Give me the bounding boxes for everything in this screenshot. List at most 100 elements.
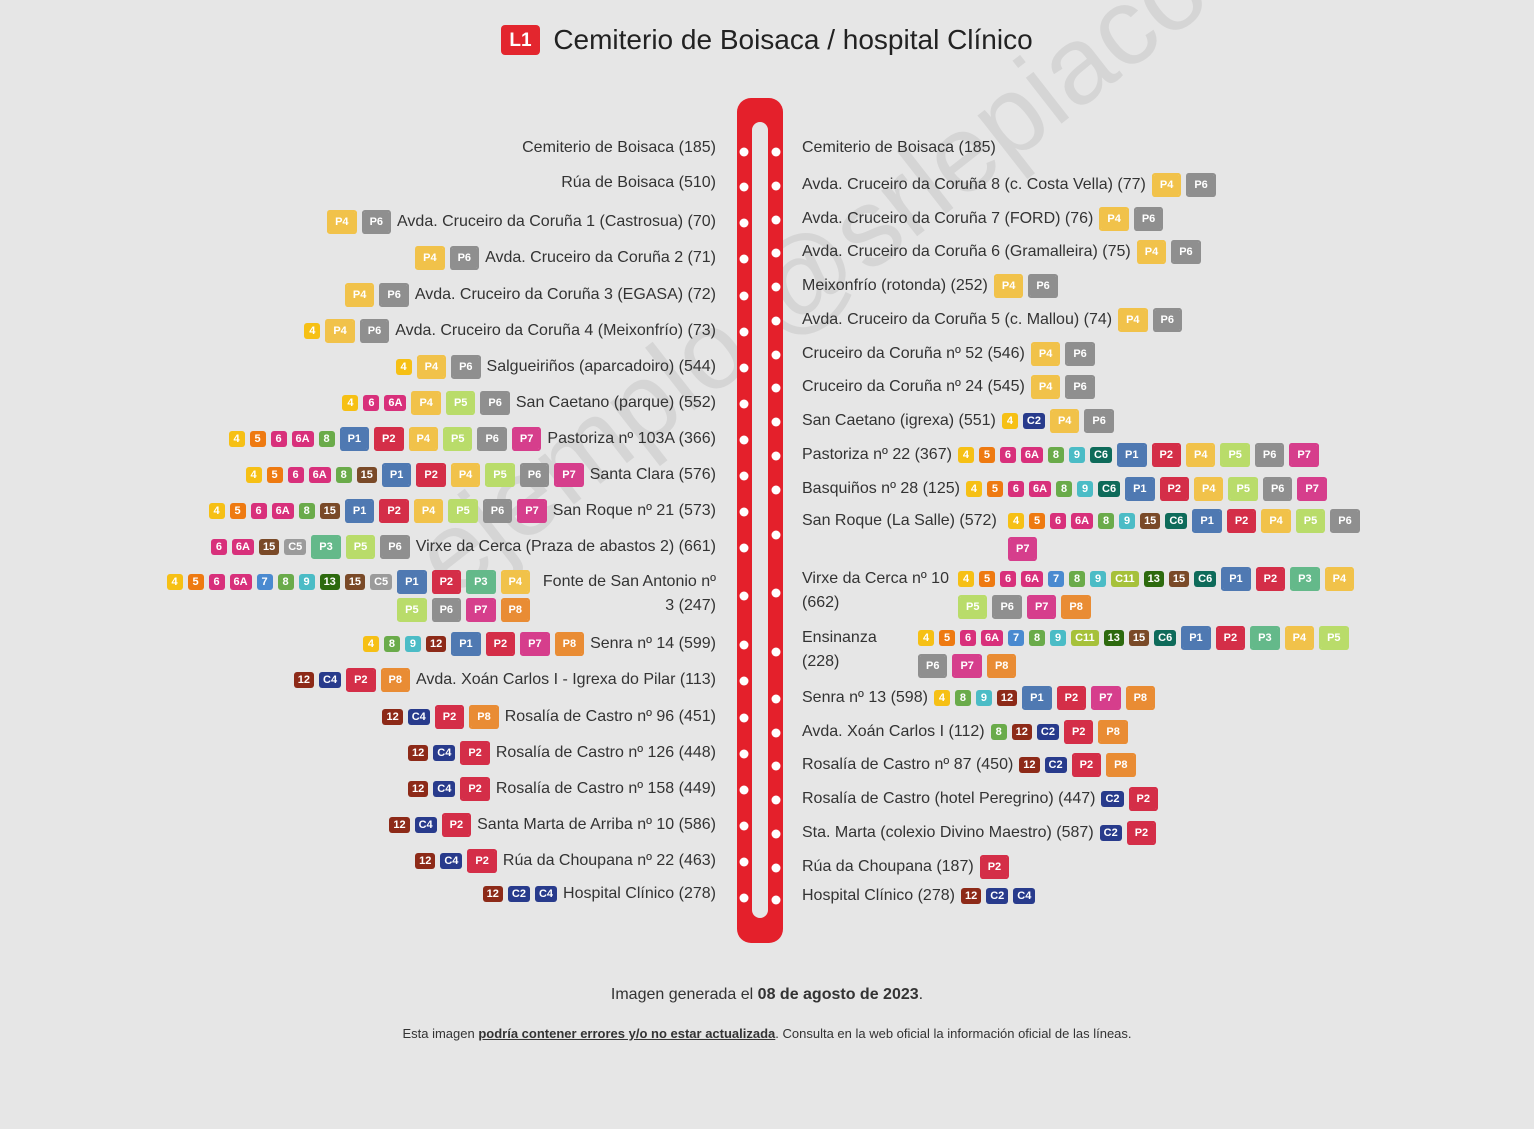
bus-line-badge-9: 9 — [298, 574, 315, 590]
bus-line-badge-15: 15 — [1168, 571, 1190, 587]
left-stop-dot — [739, 471, 749, 481]
bus-line-badge-p5: P5 — [1319, 626, 1349, 650]
bus-line-badge-8: 8 — [1056, 481, 1073, 497]
bus-line-badge-p5: P5 — [345, 535, 376, 559]
bus-line-badge-p4: P4 — [1151, 173, 1182, 197]
stop-name: Avda. Cruceiro da Coruña 1 (Castrosua) (… — [397, 213, 716, 230]
bus-line-badge-4: 4 — [245, 467, 262, 483]
bus-line-badge-6: 6 — [270, 431, 287, 447]
bus-line-badge-p6: P6 — [361, 210, 392, 234]
stop-name: Cemiterio de Boisaca (185) — [522, 139, 716, 156]
bus-line-badge-p5: P5 — [958, 595, 988, 619]
left-stop-9: 4 5 6 6A 8 15 P1 P2 P4 P5 P6 P7 Santa Clara (576) — [245, 463, 716, 487]
bus-line-badge-p1: P1 — [397, 570, 427, 594]
bus-line-badge-p8: P8 — [1106, 753, 1136, 777]
bus-line-badge-5: 5 — [939, 630, 955, 646]
bus-line-badge-p2: P2 — [460, 741, 490, 765]
page-title: L1 Cemiterio de Boisaca / hospital Clíni… — [0, 24, 1534, 56]
bus-line-badge-p2: P2 — [1126, 821, 1157, 845]
bus-line-badge-p1: P1 — [1117, 443, 1147, 467]
connection-badges: 4 5 6 6A 8 9 C6 P1 P2 P4 P5 P6 P7 — [965, 477, 1327, 501]
connection-badges: P4 P6 — [1136, 240, 1201, 264]
bus-line-badge-p5: P5 — [1228, 477, 1258, 501]
bus-line-badge-p2: P2 — [460, 777, 490, 801]
bus-line-badge-p1: P1 — [1181, 626, 1211, 650]
bus-line-badge-p6: P6 — [482, 499, 513, 523]
left-stop-2: P4 P6 Avda. Cruceiro da Coruña 1 (Castrosu… — [327, 210, 716, 234]
connection-badges: 12 C4 P2 P8 — [293, 668, 410, 692]
connection-badges: 12 C2 C4 — [960, 888, 1036, 904]
bus-line-badge-c4: C4 — [1013, 888, 1036, 904]
stop-name: Rosalía de Castro nº 87 (450) — [802, 756, 1014, 773]
left-stop-11: 6 6A 15 C5 P3 P5 P6 Virxe da Cerca (Praza de ab… — [210, 535, 716, 559]
left-stop-3: P4 P6 Avda. Cruceiro da Coruña 2 (71) — [415, 246, 716, 270]
bus-line-badge-p2: P2 — [441, 813, 472, 837]
right-stop-17: Rosalía de Castro (hotel Peregrino) (447… — [802, 787, 1159, 811]
bus-line-badge-p7: P7 — [1297, 477, 1327, 501]
bus-line-badge-p2: P2 — [1215, 626, 1246, 650]
right-stop-dot — [771, 895, 781, 905]
bus-line-badge-4: 4 — [342, 395, 359, 411]
left-stop-dot — [739, 821, 749, 831]
connection-badges: 12 C4 P2 — [415, 849, 497, 873]
stop-name: Avda. Cruceiro da Coruña 4 (Meixonfrío) … — [395, 322, 716, 339]
right-stop-0: Cemiterio de Boisaca (185) — [802, 139, 996, 157]
bus-line-badge-6: 6 — [208, 574, 225, 590]
bus-line-badge-9: 9 — [1090, 571, 1107, 587]
bus-line-badge-12: 12 — [1019, 757, 1040, 773]
left-stop-dot — [739, 182, 749, 192]
connection-badges: P4 P6 — [1030, 375, 1095, 399]
bus-line-badge-p1: P1 — [1192, 509, 1222, 533]
connection-badges: 4 5 6 6A 8 15 P1 P2 P4 P5 P6 P7 — [208, 499, 547, 523]
bus-line-badge-p7: P7 — [466, 598, 496, 622]
right-stop-dot — [771, 181, 781, 191]
bus-line-badge-4: 4 — [1008, 513, 1024, 529]
stop-name: Cruceiro da Coruña nº 52 (546) — [802, 345, 1025, 362]
bus-line-badge-p2: P2 — [379, 499, 409, 523]
stop-name: Fonte de San Antonio nº 3 (247) — [542, 573, 716, 614]
bus-line-badge-15: 15 — [344, 574, 366, 590]
bus-line-badge-15: 15 — [258, 539, 280, 555]
bus-line-badge-p2: P2 — [485, 632, 516, 656]
right-stop-dot — [771, 694, 781, 704]
bus-line-badge-c2: C2 — [507, 886, 530, 902]
bus-line-badge-4: 4 — [965, 481, 982, 497]
bus-line-badge-5: 5 — [978, 447, 995, 463]
left-stop-1: Rúa de Boisaca (510) — [561, 174, 716, 192]
bus-line-badge-5: 5 — [979, 571, 995, 587]
left-stop-dot — [739, 254, 749, 264]
connection-badges: P4 P6 — [327, 210, 392, 234]
bus-line-badge-6: 6 — [363, 395, 380, 411]
bus-line-badge-c5: C5 — [370, 574, 393, 590]
bus-line-badge-5: 5 — [1029, 513, 1045, 529]
bus-line-badge-p4: P4 — [411, 391, 441, 415]
connection-badges: 4 P4 P6 — [395, 355, 481, 379]
connection-badges: 12 C2 P2 P8 — [1019, 753, 1136, 777]
bus-line-badge-p7: P7 — [517, 499, 547, 523]
connection-badges: P4 P6 — [1030, 342, 1095, 366]
right-stop-dot — [771, 147, 781, 157]
bus-line-badge-6a: 6A — [1020, 447, 1043, 463]
right-stop-16: Rosalía de Castro nº 87 (450) 12 C2 P2 P8 — [802, 753, 1136, 777]
bus-line-badge-4: 4 — [958, 571, 974, 587]
bus-line-badge-8: 8 — [1098, 513, 1115, 529]
left-stop-dot — [739, 218, 749, 228]
left-stop-19: 12 C4 P2 Rúa da Choupana nº 22 (463) — [415, 849, 716, 873]
bus-line-badge-p2: P2 — [1071, 753, 1102, 777]
bus-line-badge-4: 4 — [166, 574, 183, 590]
stop-name: San Caetano (parque) (552) — [515, 394, 716, 411]
bus-line-badge-p6: P6 — [1262, 477, 1293, 501]
right-stop-dot — [771, 383, 781, 393]
bus-line-badge-5: 5 — [266, 467, 283, 483]
connection-badges: 4 P4 P6 — [304, 319, 390, 343]
bus-line-badge-c4: C4 — [440, 853, 463, 869]
bus-line-badge-p1: P1 — [339, 427, 370, 451]
bus-line-badge-p2: P2 — [434, 705, 465, 729]
left-stop-dot — [739, 291, 749, 301]
bus-line-badge-p7: P7 — [511, 427, 542, 451]
right-stop-dot — [771, 647, 781, 657]
bus-line-badge-6: 6 — [960, 630, 976, 646]
track-gap — [752, 122, 768, 918]
bus-line-badge-p5: P5 — [442, 427, 473, 451]
bus-line-badge-12: 12 — [408, 745, 429, 761]
